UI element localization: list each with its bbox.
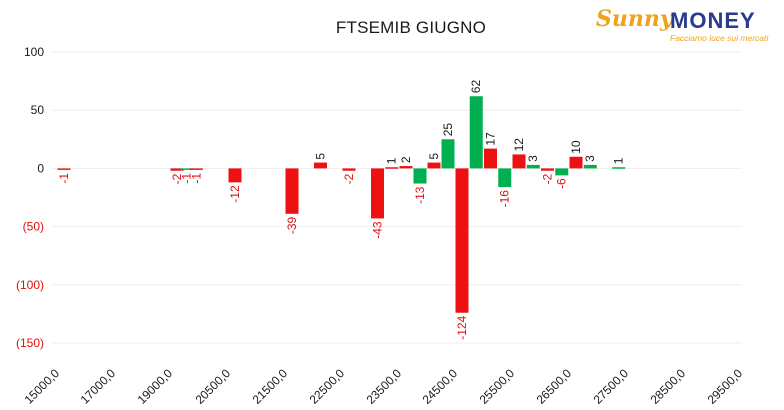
data-label: 5	[427, 153, 441, 160]
data-label: 10	[569, 140, 583, 154]
y-tick-label: 50	[31, 103, 45, 117]
x-tick-label: 28500,0	[648, 366, 689, 407]
data-label: 3	[526, 155, 540, 162]
logo-tagline: Facciamo luce sui mercati	[670, 33, 769, 43]
data-label: -2	[170, 173, 184, 184]
bar	[612, 167, 626, 169]
bar	[399, 166, 413, 169]
bar	[583, 164, 597, 169]
data-label: -2	[541, 173, 555, 184]
bar	[469, 96, 483, 169]
data-label: -43	[371, 221, 385, 239]
data-label: 2	[399, 156, 413, 163]
data-label: -12	[228, 185, 242, 203]
bar	[512, 154, 526, 169]
x-tick-label: 23500,0	[364, 366, 405, 407]
x-tick-label: 29500,0	[705, 366, 746, 407]
data-label: -1	[180, 173, 194, 184]
bar	[498, 168, 512, 188]
y-tick-label: (50)	[23, 220, 44, 234]
data-label: -1	[189, 173, 203, 184]
bar	[314, 162, 327, 169]
data-label: -1	[57, 173, 71, 184]
x-tick-label: 25500,0	[477, 366, 518, 407]
bar	[555, 168, 569, 176]
chart-title: FTSEMIB GIUGNO	[335, 18, 487, 37]
bar	[170, 168, 184, 171]
bar	[541, 168, 554, 171]
data-label: -39	[285, 216, 299, 234]
data-label: 1	[385, 157, 399, 164]
data-label: 12	[512, 138, 526, 152]
bar	[526, 164, 540, 169]
x-tick-label: 19000,0	[135, 366, 176, 407]
x-tick-label: 17000,0	[78, 366, 119, 407]
bar	[371, 168, 384, 219]
bar	[189, 168, 203, 170]
y-tick-label: 0	[37, 161, 44, 175]
bar	[342, 168, 356, 171]
bar	[57, 168, 71, 170]
x-tick-label: 21500,0	[250, 366, 291, 407]
bar	[385, 167, 399, 169]
data-label: 5	[314, 153, 328, 160]
bar	[228, 168, 242, 183]
data-label: 25	[441, 123, 455, 137]
data-label: -13	[413, 186, 427, 204]
logo-money-text: MONEY	[670, 8, 756, 33]
bar	[413, 168, 427, 184]
bar	[484, 148, 497, 169]
bar	[455, 168, 469, 313]
y-tick-label: (100)	[16, 278, 44, 292]
sunny-money-logo: Sunny MONEY Facciamo luce sui mercati	[596, 6, 778, 46]
data-label: 62	[469, 80, 483, 94]
x-tick-label: 22500,0	[307, 366, 348, 407]
data-label: 3	[583, 155, 597, 162]
data-label: -124	[455, 315, 469, 339]
bar	[427, 162, 441, 169]
data-label: -2	[342, 173, 356, 184]
bar	[569, 156, 583, 169]
x-tick-label: 15000,0	[22, 366, 63, 407]
data-label: -16	[498, 190, 512, 208]
x-tick-label: 24500,0	[420, 366, 461, 407]
bar	[441, 139, 455, 169]
data-label: 17	[484, 132, 498, 146]
data-label: -6	[555, 178, 569, 189]
y-tick-label: (150)	[16, 336, 44, 350]
bar	[285, 168, 299, 214]
y-tick-label: 100	[24, 45, 44, 59]
logo-sunny-text: Sunny	[596, 6, 673, 32]
data-label: 1	[612, 157, 626, 164]
x-tick-label: 26500,0	[534, 366, 575, 407]
bar	[180, 168, 194, 170]
x-tick-label: 27500,0	[591, 366, 632, 407]
x-tick-label: 20500,0	[193, 366, 234, 407]
